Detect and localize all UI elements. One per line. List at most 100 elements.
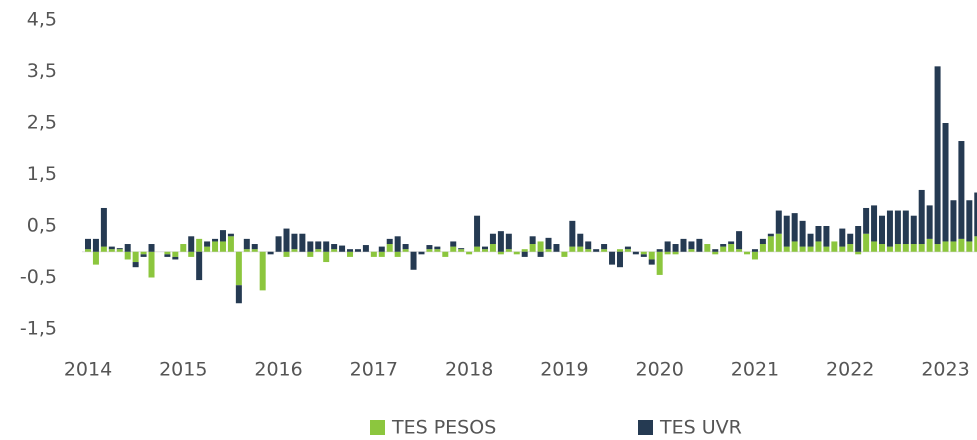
bar xyxy=(918,189,925,245)
bar xyxy=(474,246,481,252)
bar xyxy=(696,238,703,252)
bar xyxy=(164,251,171,255)
bar xyxy=(489,233,496,245)
bar xyxy=(966,200,973,242)
bar xyxy=(235,285,242,304)
bar xyxy=(910,215,917,245)
bar xyxy=(323,241,330,252)
bar xyxy=(354,249,361,252)
bar xyxy=(942,241,949,252)
bar xyxy=(124,251,131,260)
bar xyxy=(434,246,441,250)
bar xyxy=(116,249,123,252)
bar xyxy=(442,251,449,257)
bar xyxy=(894,210,901,245)
bar xyxy=(871,205,878,242)
bar xyxy=(92,238,99,252)
bar xyxy=(791,241,798,252)
bar xyxy=(497,251,504,255)
bar xyxy=(847,244,854,252)
x-tick-label: 2014 xyxy=(64,359,112,381)
bar xyxy=(227,233,234,237)
bar xyxy=(815,241,822,252)
bar xyxy=(624,249,631,252)
bar xyxy=(537,251,544,257)
bar xyxy=(751,249,758,252)
bar xyxy=(331,249,338,252)
bar xyxy=(577,233,584,247)
bar xyxy=(974,192,977,237)
bar xyxy=(418,251,425,255)
bar xyxy=(632,251,639,255)
bar xyxy=(894,244,901,252)
bar xyxy=(466,251,473,255)
bar xyxy=(807,246,814,252)
bar xyxy=(386,238,393,245)
bar xyxy=(839,228,846,247)
bar xyxy=(212,238,219,242)
legend-label: TES PESOS xyxy=(391,417,496,439)
y-tick-label: -1,5 xyxy=(20,318,57,340)
bar xyxy=(640,251,647,255)
bar xyxy=(791,213,798,242)
bar xyxy=(569,246,576,252)
bar xyxy=(482,246,488,250)
bar xyxy=(728,241,735,245)
bar xyxy=(243,249,250,252)
legend-label: TES UVR xyxy=(659,417,742,439)
bar xyxy=(585,249,592,252)
bar xyxy=(855,251,862,255)
bar xyxy=(347,251,354,257)
bar xyxy=(323,251,330,263)
bar xyxy=(212,241,219,252)
bar xyxy=(767,233,774,237)
bar xyxy=(204,241,211,247)
bar xyxy=(283,251,290,257)
y-tick-label: 1,5 xyxy=(27,163,57,185)
bar xyxy=(918,244,925,252)
bar xyxy=(172,256,179,260)
bar xyxy=(331,244,338,250)
bar xyxy=(879,244,885,252)
bar xyxy=(235,251,242,286)
bar xyxy=(204,246,211,252)
x-tick-label: 2019 xyxy=(540,359,588,381)
bar xyxy=(315,241,322,250)
bar xyxy=(886,246,893,252)
bar xyxy=(926,238,933,252)
bar xyxy=(521,249,528,252)
bar xyxy=(712,251,719,255)
x-tick-label: 2016 xyxy=(254,359,302,381)
bar xyxy=(902,244,909,252)
bar xyxy=(315,249,322,252)
legend-swatch xyxy=(638,420,653,435)
bar xyxy=(347,249,354,252)
bar xyxy=(609,251,616,265)
bar xyxy=(339,245,346,252)
bar xyxy=(934,244,941,252)
x-tick-label: 2015 xyxy=(159,359,207,381)
x-tick-label: 2018 xyxy=(445,359,493,381)
x-tick-label: 2022 xyxy=(826,359,874,381)
bar xyxy=(378,251,385,257)
bar xyxy=(275,236,282,252)
bar xyxy=(648,259,655,265)
bar xyxy=(124,244,131,252)
bar xyxy=(910,244,917,252)
bar xyxy=(712,249,719,252)
bar xyxy=(291,249,298,252)
bar xyxy=(140,254,147,257)
bar xyxy=(458,248,465,250)
bar xyxy=(672,244,679,252)
bar xyxy=(251,244,258,250)
bar xyxy=(188,251,195,257)
bar xyxy=(537,241,544,252)
bar xyxy=(100,246,107,252)
bar xyxy=(394,236,401,252)
bar xyxy=(370,251,377,257)
bar xyxy=(672,251,679,255)
bar xyxy=(243,238,250,250)
bar xyxy=(148,251,155,278)
bar xyxy=(958,238,965,252)
